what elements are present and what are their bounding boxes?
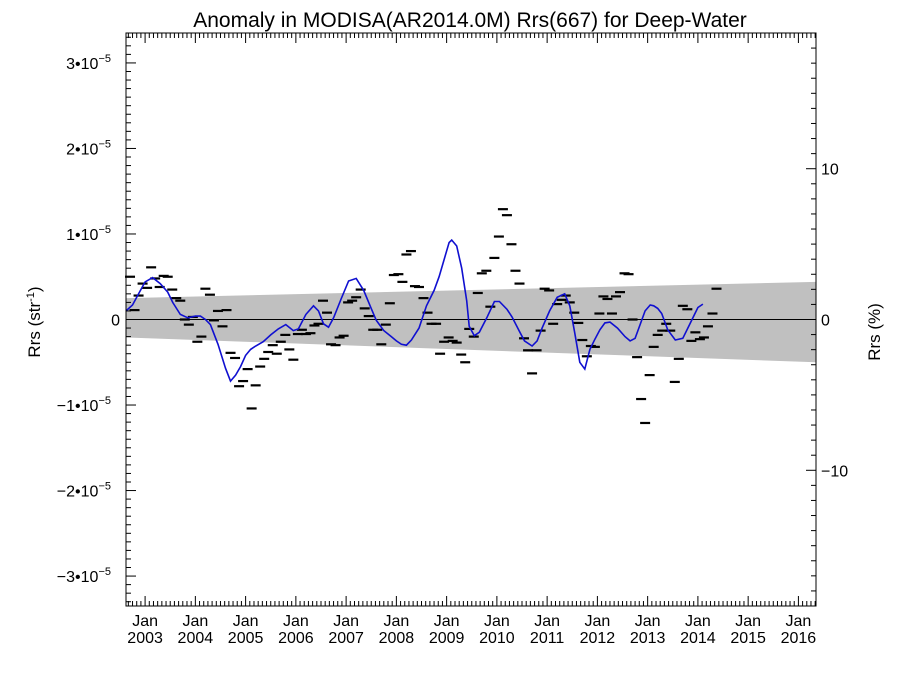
x-tick-label-month: Jan [182,613,208,630]
uncertainty-band-area [126,281,816,363]
y-tick-base: •10 [75,227,99,244]
y-tick-label: 3•10−5 [66,53,111,73]
y-axis-label-superscript: -1 [25,292,37,302]
y-tick-label: 1•10−5 [66,224,111,244]
y-tick-mantissa: 1 [66,227,75,244]
x-tick-label-year: 2012 [580,630,616,647]
y-tick-exponent: −5 [98,138,111,150]
y-tick-base: •10 [75,56,99,73]
y-tick-base: •10 [75,398,99,415]
x-tick-label-year: 2010 [479,630,515,647]
x-tick-label-month: Jan [484,613,510,630]
x-tick-label-year: 2016 [781,630,817,647]
y-tick-exponent: −5 [98,53,111,65]
y2-axis-label: Rrs (%) [865,303,884,361]
monthly-anomaly-series [125,208,722,425]
x-tick-label-month: Jan [283,613,309,630]
y-tick-mantissa: −2 [57,484,75,501]
y-tick-mantissa: 3 [66,56,75,73]
y-tick-mantissa: 2 [66,141,75,158]
x-tick-label-year: 2015 [730,630,766,647]
y-axis-label-text: Rrs (str [25,302,44,358]
y-tick-exponent: −5 [98,566,111,578]
smoothed-anomaly-series [125,238,704,383]
smoothed-line [125,238,704,383]
axis-ticks: Jan2003Jan2004Jan2005Jan2006Jan2007Jan20… [57,33,848,647]
y-tick-label: −3•10−5 [57,566,111,586]
y-tick-base: •10 [75,484,99,501]
x-tick-label-year: 2009 [429,630,465,647]
x-tick-label-month: Jan [685,613,711,630]
x-tick-label-year: 2008 [379,630,415,647]
x-tick-label-year: 2014 [680,630,716,647]
y-tick-base: •10 [75,569,99,586]
y-tick-label-text: 0 [111,313,120,330]
x-tick-label-month: Jan [132,613,158,630]
y2-tick-label: −10 [821,463,848,480]
y-tick-mantissa: −1 [57,398,75,415]
x-tick-label-year: 2003 [127,630,163,647]
y-tick-label: 0 [111,313,120,330]
x-tick-label-month: Jan [584,613,610,630]
x-tick-label-month: Jan [434,613,460,630]
x-tick-label-month: Jan [635,613,661,630]
y2-tick-label: 0 [821,313,830,330]
y-tick-exponent: −5 [98,224,111,236]
y-tick-exponent: −5 [98,481,111,493]
x-tick-label-year: 2013 [630,630,666,647]
y-axis-label: Rrs (str-1) [25,286,44,357]
x-tick-label-month: Jan [534,613,560,630]
y-axis-label-close: ) [25,286,44,292]
y-tick-exponent: −5 [98,395,111,407]
y-tick-label: 2•10−5 [66,138,111,158]
x-tick-label-year: 2005 [228,630,264,647]
y-tick-label: −2•10−5 [57,481,111,501]
chart-title: Anomaly in MODISA(AR2014.0M) Rrs(667) fo… [193,9,747,32]
y-tick-base: •10 [75,141,99,158]
x-tick-label-month: Jan [786,613,812,630]
x-tick-label-month: Jan [233,613,259,630]
x-tick-label-month: Jan [735,613,761,630]
x-tick-label-year: 2011 [530,630,565,647]
x-tick-label-month: Jan [383,613,409,630]
x-tick-label-year: 2007 [328,630,364,647]
y2-tick-label: 10 [821,162,839,179]
x-tick-label-month: Jan [333,613,359,630]
uncertainty-band [126,281,816,363]
y-tick-mantissa: −3 [57,569,75,586]
y-tick-label: −1•10−5 [57,395,111,415]
x-tick-label-year: 2004 [178,630,214,647]
x-tick-label-year: 2006 [278,630,314,647]
